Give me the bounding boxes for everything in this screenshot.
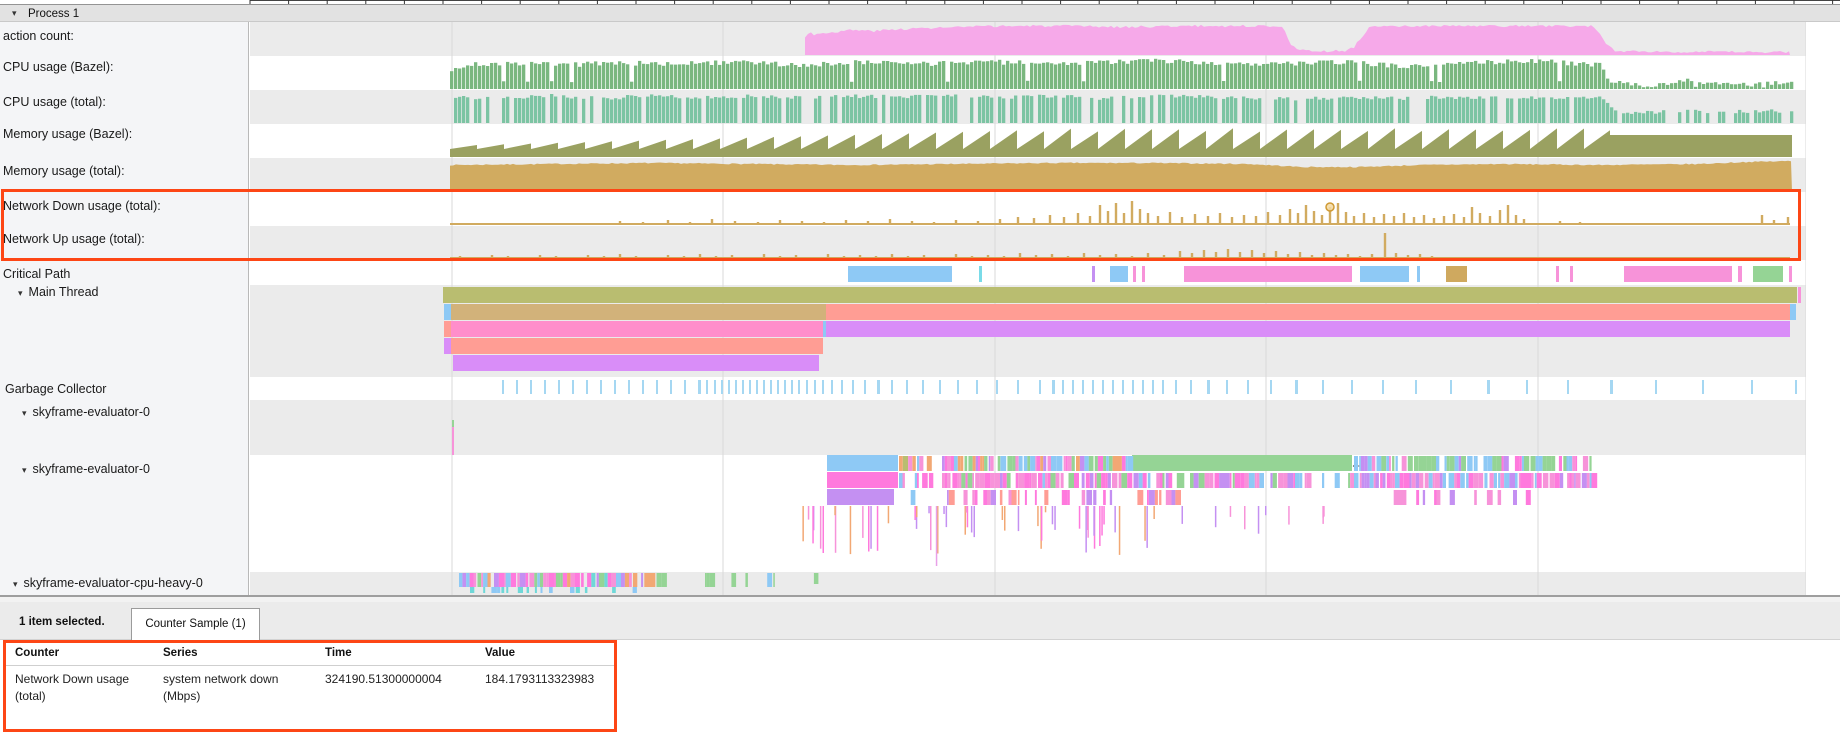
flame-bar[interactable] (826, 304, 1790, 320)
flame-bar[interactable] (1789, 266, 1792, 282)
sidebar-track-network-down-usage-total-[interactable]: Network Down usage (total): (3, 199, 161, 213)
sidebar-track-main-thread[interactable]: ▾ Main Thread (18, 285, 98, 299)
cell-counter: Network Down usage (total) (15, 672, 130, 703)
counter-track-memory-usage-bazel-[interactable] (450, 128, 1792, 157)
flame-bar[interactable] (1446, 266, 1467, 282)
flame-bar[interactable] (827, 489, 894, 505)
track-label: skyframe-evaluator-cpu-heavy-0 (23, 576, 203, 590)
track-label: action count: (3, 29, 74, 43)
cell-series: system network down (Mbps) (163, 672, 279, 703)
needle-events[interactable] (802, 506, 1325, 566)
col-header-counter: Counter (15, 647, 60, 659)
flame-bar[interactable] (1753, 266, 1783, 282)
flame-bar[interactable] (1360, 266, 1409, 282)
flame-bar[interactable] (1798, 287, 1801, 303)
track-label: skyframe-evaluator-0 (32, 462, 150, 476)
flame-bar[interactable] (826, 321, 1790, 337)
track-label: skyframe-evaluator-0 (32, 405, 150, 419)
collapse-triangle-icon[interactable]: ▾ (18, 288, 23, 298)
flame-bar[interactable] (823, 321, 826, 337)
process-group-header[interactable]: ▾ Process 1 (0, 4, 1840, 22)
process-title: Process 1 (28, 8, 80, 20)
track-label: Critical Path (3, 267, 71, 281)
sidebar-track-cpu-usage-bazel-[interactable]: CPU usage (Bazel): (3, 60, 113, 74)
sidebar-track-skyframe-evaluator-cpu-heavy-0[interactable]: ▾ skyframe-evaluator-cpu-heavy-0 (13, 576, 203, 590)
counter-track-memory-usage-total-[interactable] (450, 160, 1792, 191)
tab-counter-sample[interactable]: Counter Sample (1) (131, 608, 260, 641)
cell-time: 324190.51300000004 (325, 672, 442, 686)
panel-separator-light (0, 597, 1840, 602)
flame-bar[interactable] (848, 266, 952, 282)
sidebar-track-skyframe-evaluator-0[interactable]: ▾ skyframe-evaluator-0 (22, 462, 150, 476)
flame-bar[interactable] (451, 338, 823, 354)
sidebar-track-cpu-usage-total-[interactable]: CPU usage (total): (3, 95, 106, 109)
track-name-sidebar (0, 22, 249, 595)
track-label: Network Up usage (total): (3, 232, 145, 246)
track-label: Garbage Collector (5, 382, 107, 396)
flame-bar[interactable] (444, 338, 451, 354)
flame-bar[interactable] (1738, 266, 1742, 282)
right-gutter (1806, 22, 1840, 595)
counter-track-cpu-usage-bazel-[interactable] (450, 58, 1794, 89)
skyframe-evaluator-0-track-1[interactable] (452, 420, 454, 455)
selection-status: 1 item selected. (19, 616, 105, 628)
track-label: Main Thread (28, 285, 99, 299)
flame-bar[interactable] (827, 472, 898, 488)
flame-bar[interactable] (1133, 266, 1136, 282)
collapse-triangle-icon[interactable]: ▾ (12, 8, 17, 18)
flame-bar[interactable] (444, 304, 451, 320)
flame-bar[interactable] (444, 321, 451, 337)
counter-track-cpu-usage-total-[interactable] (454, 94, 1794, 123)
col-header-time: Time (325, 647, 352, 659)
counter-track-network-down-usage-total-[interactable] (450, 201, 1790, 225)
sidebar-track-skyframe-evaluator-0[interactable]: ▾ skyframe-evaluator-0 (22, 405, 150, 419)
timeline-canvas[interactable]: action 'Creatin...action 'GenObjcProtos … (0, 0, 1840, 595)
flame-bar[interactable] (979, 266, 982, 282)
flame-bar[interactable] (1092, 266, 1095, 282)
flame-bar[interactable] (1624, 266, 1732, 282)
sidebar-track-memory-usage-total-[interactable]: Memory usage (total): (3, 164, 125, 178)
col-header-value: Value (485, 647, 516, 659)
detail-tab-strip (0, 602, 1840, 640)
detail-panel: 1 item selected. Counter Sample (1) Coun… (0, 595, 1840, 742)
flame-bar[interactable] (1790, 304, 1796, 320)
track-label: Memory usage (total): (3, 164, 125, 178)
flame-bar[interactable] (1142, 266, 1145, 282)
collapse-triangle-icon[interactable]: ▾ (13, 579, 18, 589)
flame-bar[interactable] (1132, 455, 1352, 471)
sidebar-track-action-count-[interactable]: action count: (3, 29, 74, 43)
flame-bar[interactable] (451, 321, 823, 337)
sidebar-track-critical-path[interactable]: Critical Path (3, 267, 70, 281)
collapse-triangle-icon[interactable]: ▾ (22, 465, 27, 475)
flame-bar[interactable] (1556, 266, 1559, 282)
flame-bar[interactable] (1570, 266, 1573, 282)
track-label: Memory usage (Bazel): (3, 127, 133, 141)
track-label: CPU usage (total): (3, 95, 106, 109)
collapse-triangle-icon[interactable]: ▾ (22, 408, 27, 418)
flame-bar[interactable] (1184, 266, 1352, 282)
dense-event-regions[interactable] (459, 456, 1598, 593)
track-label: CPU usage (Bazel): (3, 60, 114, 74)
sidebar-track-memory-usage-bazel-[interactable]: Memory usage (Bazel): (3, 127, 132, 141)
sidebar-track-network-up-usage-total-[interactable]: Network Up usage (total): (3, 232, 145, 246)
col-header-series: Series (163, 647, 198, 659)
selected-sample-marker[interactable] (1325, 202, 1335, 212)
flame-bar[interactable] (1417, 266, 1420, 282)
flame-bar[interactable] (827, 455, 898, 471)
panel-separator[interactable] (0, 595, 1840, 597)
cell-value: 184.1793113323983 (485, 672, 595, 686)
flame-bar[interactable] (451, 304, 826, 320)
header-divider (6, 665, 614, 666)
counter-sample-table-highlight-box: Counter Series Time Value Network Down u… (3, 640, 617, 732)
gc-track[interactable] (502, 380, 1797, 394)
track-label: Network Down usage (total): (3, 199, 161, 213)
counter-track-action-count[interactable] (805, 24, 1790, 55)
flame-bar[interactable] (443, 287, 1797, 303)
flame-bar[interactable] (1110, 266, 1128, 282)
network-tracks-highlight-box (1, 189, 1801, 261)
flame-bar[interactable] (453, 355, 819, 371)
sidebar-track-garbage-collector[interactable]: Garbage Collector (5, 382, 106, 396)
